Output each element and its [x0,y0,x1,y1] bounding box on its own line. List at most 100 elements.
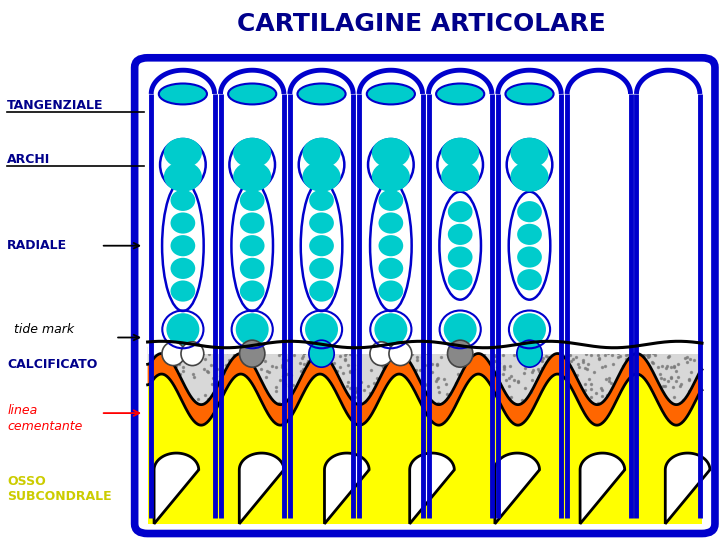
Point [311,343,323,352]
Point [208,361,220,369]
Point [175,342,186,350]
Ellipse shape [240,212,264,234]
Point [412,352,423,361]
Point [649,348,661,356]
Point [577,357,589,366]
Point [305,345,316,354]
Polygon shape [580,453,625,524]
Point [614,352,626,361]
Point [652,363,663,372]
Point [534,354,545,362]
Point [247,351,258,360]
Point [180,356,192,364]
Point [178,367,189,376]
Point [298,349,310,357]
Point [233,348,245,356]
Point [649,350,661,359]
Point [310,347,322,355]
Point [275,376,287,384]
Point [580,379,591,388]
Polygon shape [665,453,710,524]
Point [379,360,391,369]
Point [513,350,525,359]
Point [401,352,413,360]
Ellipse shape [166,313,199,346]
Point [640,346,652,355]
Point [261,373,272,382]
Point [478,349,490,358]
Point [595,385,607,394]
Point [656,362,667,370]
Point [566,357,577,366]
Point [498,365,510,374]
Point [270,362,282,371]
Ellipse shape [171,190,195,211]
Point [534,346,545,355]
Point [348,341,359,349]
Point [585,350,596,359]
Point [426,360,438,368]
Point [371,374,382,382]
Point [612,353,624,361]
Point [376,361,387,369]
Point [372,351,384,360]
Point [473,345,485,353]
Text: CALCIFICATO: CALCIFICATO [7,358,98,371]
Point [276,363,288,372]
Point [177,354,189,363]
Point [168,348,179,356]
Point [683,375,694,383]
Point [441,390,453,399]
Point [569,347,580,356]
Point [612,349,624,357]
Point [518,368,529,377]
Point [498,362,510,370]
Point [171,350,182,359]
Ellipse shape [372,138,410,168]
Point [585,385,597,394]
Point [436,347,448,356]
Point [251,338,262,347]
Ellipse shape [517,340,542,367]
Ellipse shape [309,212,334,234]
Point [298,349,310,357]
Point [223,356,235,364]
Point [260,356,271,365]
Point [167,353,179,361]
Ellipse shape [309,258,334,279]
Point [324,346,336,355]
Point [210,382,222,391]
Point [633,342,644,351]
Point [402,353,414,361]
Point [668,393,680,401]
Ellipse shape [389,342,412,366]
Point [670,367,682,376]
Point [581,365,593,374]
Point [595,384,607,393]
Point [681,353,693,361]
Point [635,345,647,354]
Point [647,357,658,366]
Point [378,358,390,367]
Point [240,348,252,356]
Point [230,350,241,359]
Point [639,351,650,360]
Point [301,344,312,353]
Point [166,348,177,357]
Point [632,343,644,352]
Point [274,399,285,407]
Point [549,346,560,355]
Ellipse shape [448,224,472,245]
Point [526,387,537,396]
Point [520,384,531,393]
Point [413,343,424,352]
Point [683,387,695,395]
Point [644,352,655,361]
Point [298,360,310,368]
Point [235,341,247,350]
Point [598,342,609,350]
Point [570,353,582,361]
Point [184,340,196,348]
Point [356,344,367,353]
Point [438,374,449,383]
